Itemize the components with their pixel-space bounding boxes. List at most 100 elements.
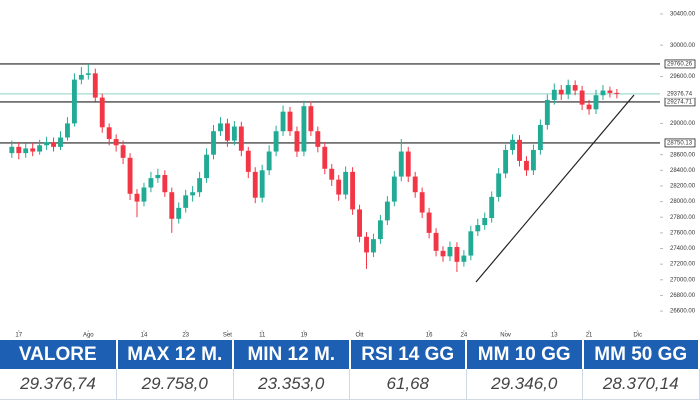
y-tick-label: 27800.00 — [670, 215, 696, 221]
x-tick-label: Nov — [500, 333, 511, 339]
candle-body — [391, 176, 397, 202]
x-tick-label: 23 — [182, 333, 189, 339]
y-tick-label: 26800.00 — [670, 293, 696, 299]
candle-body — [558, 89, 564, 95]
candle-body — [120, 145, 126, 158]
candle-body — [405, 151, 411, 177]
candle-body — [51, 142, 56, 147]
x-tick-label: Dic — [633, 333, 642, 339]
x-tick-label: 24 — [461, 333, 468, 339]
candle-body — [294, 131, 300, 152]
candle-body — [245, 150, 251, 172]
candle-body — [231, 126, 237, 141]
candle-body — [287, 111, 293, 132]
candle-body — [607, 90, 613, 93]
x-tick-label: 16 — [426, 333, 433, 339]
candle-body — [433, 232, 439, 251]
candle-body — [364, 236, 369, 253]
candle-body — [489, 196, 495, 219]
y-tick-label: 27200.00 — [670, 262, 696, 268]
candle-body — [266, 151, 272, 171]
chart: 30400.00 30000.00 29600.00 29000.00 28600.00… — [0, 11, 696, 339]
candle-body — [322, 146, 328, 169]
candle-body — [78, 74, 84, 80]
header-cell: MM 10 GG — [466, 340, 584, 370]
value-cell: 29.758,0 — [116, 369, 234, 400]
candle-body — [551, 89, 557, 100]
candle-body — [169, 192, 175, 219]
candle-body — [273, 131, 279, 152]
candle-body — [259, 170, 265, 198]
last-price-label: 29376.74 — [667, 92, 693, 98]
x-tick-label: Ago — [83, 333, 94, 339]
x-tick-label: 17 — [15, 333, 22, 339]
candle-body — [384, 201, 390, 221]
candle-body — [92, 73, 98, 98]
value-cell: 61,68 — [349, 369, 467, 400]
candle-body — [148, 178, 154, 188]
value-cell: 28.370,14 — [582, 369, 700, 400]
header-cell: MAX 12 M. — [116, 340, 234, 370]
x-tick-label: 11 — [259, 333, 266, 339]
candle-body — [496, 173, 502, 197]
candle-body — [190, 192, 196, 196]
candle-body — [398, 151, 404, 177]
header-row: VALORE MAX 12 M. MIN 12 M. RSI 14 GG MM … — [0, 340, 700, 370]
candle-body — [614, 92, 620, 94]
candle-body — [218, 123, 223, 132]
y-tick-label: 30000.00 — [670, 43, 696, 49]
candle-body — [517, 139, 522, 161]
y-tick-label: 28200.00 — [670, 184, 696, 190]
candle-body — [524, 160, 529, 171]
value-cell: 29.346,0 — [466, 369, 583, 400]
candle-body — [183, 195, 189, 208]
candle-body — [71, 79, 77, 124]
candle-body — [510, 139, 515, 150]
candle-body — [65, 123, 70, 138]
candle-body — [371, 239, 376, 253]
level-label-box — [664, 59, 696, 69]
candle-body — [23, 148, 29, 154]
candle-body — [377, 220, 383, 240]
candle-body — [426, 212, 432, 233]
value-cell: 29.376,74 — [0, 369, 117, 400]
candle-body — [343, 171, 349, 195]
candle-body — [537, 124, 543, 150]
y-tick-label: 29000.00 — [670, 121, 696, 127]
candle-body — [461, 255, 467, 262]
candle-body — [58, 137, 63, 147]
x-tick-label: 19 — [301, 333, 308, 339]
candle-body — [544, 99, 550, 125]
candle-body — [280, 111, 286, 132]
candle-body — [134, 193, 140, 202]
x-tick-label: 14 — [141, 333, 148, 339]
candle-body — [252, 171, 258, 198]
candle-body — [106, 127, 112, 140]
candle-body — [419, 192, 425, 213]
candle-body — [468, 231, 474, 256]
candle-body — [162, 175, 168, 193]
candle-body — [315, 131, 321, 147]
header-cell: MIN 12 M. — [233, 340, 351, 370]
candle-body — [350, 171, 356, 210]
candle-body — [30, 148, 36, 152]
x-tick-label: Ott — [356, 333, 364, 339]
level-label: 29760.26 — [667, 62, 693, 68]
candle-body — [155, 175, 161, 179]
y-tick-label: 28600.00 — [670, 152, 696, 158]
value-row: 29.376,74 29.758,0 23.353,0 61,68 29.346… — [0, 369, 700, 400]
candle-body — [37, 145, 43, 152]
value-cell: 23.353,0 — [233, 369, 350, 400]
candle-body — [141, 187, 147, 202]
candle-body — [85, 73, 91, 75]
x-tick-label: 21 — [586, 333, 593, 339]
candle-body — [593, 95, 599, 110]
candle-body — [211, 131, 216, 155]
last-price-box — [665, 89, 695, 98]
candle-body — [412, 176, 418, 193]
candle-body — [336, 179, 342, 195]
level-label: 29274.71 — [667, 99, 693, 105]
candle-body — [113, 139, 119, 146]
candle-body — [565, 85, 571, 95]
candle-body — [586, 104, 592, 110]
